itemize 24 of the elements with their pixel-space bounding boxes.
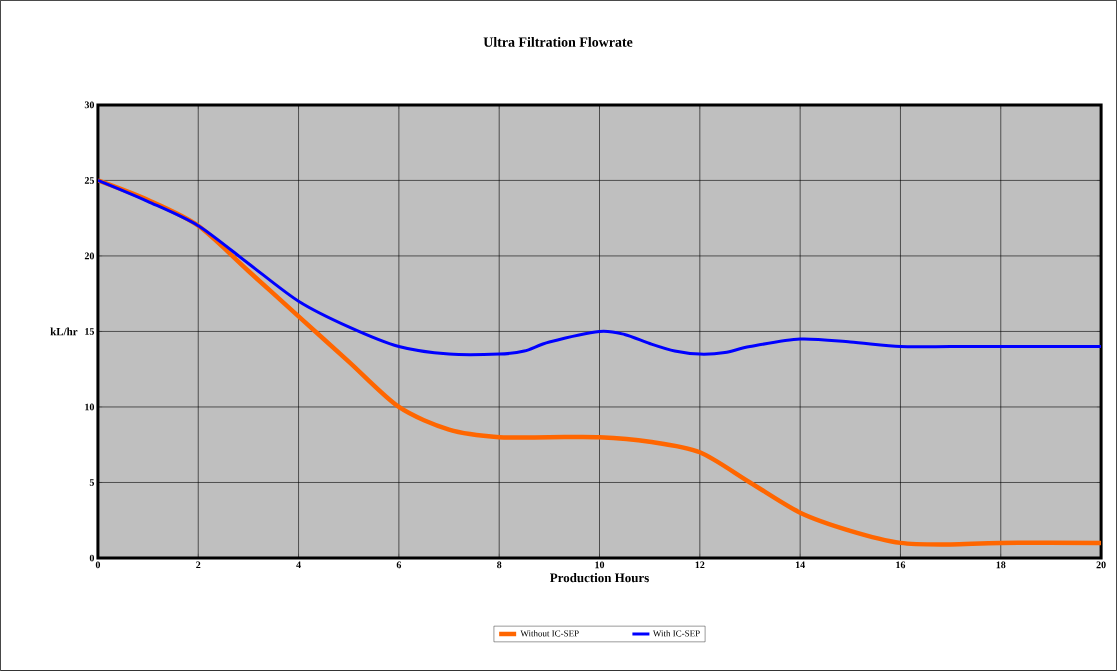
x-tick-label: 18 bbox=[996, 561, 1006, 569]
x-tick-label: 16 bbox=[896, 561, 906, 569]
x-tick-label: 12 bbox=[695, 561, 705, 569]
y-tick-label: 25 bbox=[84, 177, 95, 184]
x-tick-label: 0 bbox=[95, 561, 101, 569]
x-tick-label: 20 bbox=[1096, 561, 1106, 569]
x-tick-label: 8 bbox=[497, 561, 502, 569]
y-axis-title: kL/hr bbox=[50, 327, 78, 336]
x-tick-label: 6 bbox=[396, 561, 402, 569]
x-tick-label: 2 bbox=[196, 561, 201, 569]
chart-title: Ultra Filtration Flowrate bbox=[483, 37, 633, 47]
x-axis-title: Production Hours bbox=[550, 573, 649, 583]
y-tick-label: 15 bbox=[85, 328, 95, 335]
y-tick-label: 5 bbox=[89, 479, 95, 486]
y-tick-label: 30 bbox=[84, 101, 95, 109]
y-tick-label: 20 bbox=[84, 252, 95, 260]
legend-label: Without IC-SEP bbox=[520, 630, 579, 637]
line-series bbox=[97, 178, 1102, 357]
y-tick-label: 0 bbox=[89, 554, 95, 562]
x-tick-label: 10 bbox=[595, 561, 605, 569]
x-tick-label: 4 bbox=[296, 561, 301, 569]
y-tick-label: 10 bbox=[85, 403, 95, 411]
x-tick-label: 14 bbox=[795, 561, 805, 569]
legend-label: With IC-SEP bbox=[652, 630, 700, 637]
